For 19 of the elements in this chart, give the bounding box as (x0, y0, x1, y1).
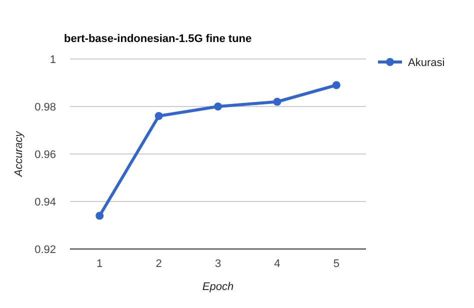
y-tick-label: 0.96 (34, 149, 56, 161)
point (96, 212, 104, 220)
y-tick-label: 0.98 (34, 102, 56, 114)
point (273, 98, 282, 106)
chart-title: bert-base-indonesian-1.5G fine tune (64, 33, 252, 45)
legend-label: Akurasi (408, 57, 445, 69)
x-tick-label: 1 (96, 258, 103, 270)
point (154, 112, 163, 120)
y-tick-label: 0.92 (34, 244, 56, 256)
point (332, 81, 340, 90)
y-tick-label: 1 (50, 54, 56, 66)
x-tick-label: 4 (274, 258, 280, 270)
x-axis-title: Epoch (202, 281, 234, 293)
x-tick-label: 2 (156, 258, 162, 270)
x-tick-label: 5 (333, 258, 340, 270)
y-tick-label: 0.94 (34, 196, 56, 208)
x-tick-label: 3 (214, 258, 222, 270)
point (214, 102, 222, 110)
y-axis-title: Accuracy (13, 130, 25, 178)
